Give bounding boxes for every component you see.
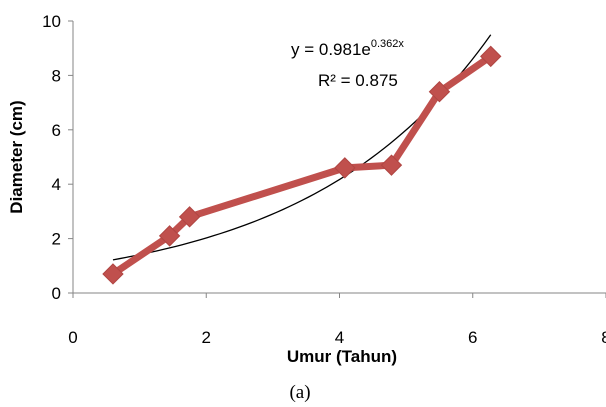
data-point-marker bbox=[178, 206, 201, 228]
trendline-equation-base: y = 0.981e bbox=[291, 40, 371, 59]
x-tick-label: 6 bbox=[468, 328, 477, 347]
trendline-equation: y = 0.981e0.362x bbox=[291, 38, 404, 59]
data-point-marker bbox=[380, 154, 403, 176]
data-series bbox=[102, 45, 502, 285]
figure-caption: (a) bbox=[289, 382, 310, 403]
data-point-marker bbox=[428, 81, 451, 103]
trendline-equation-exponent: 0.362x bbox=[371, 38, 405, 50]
x-tick-label: 2 bbox=[202, 328, 211, 347]
axes bbox=[72, 21, 606, 294]
x-tick-label: 0 bbox=[68, 328, 77, 347]
x-tick-label: 4 bbox=[335, 328, 344, 347]
y-tick-label: 8 bbox=[52, 66, 61, 85]
x-axis-title: Umur (Tahun) bbox=[287, 347, 397, 366]
y-tick-label: 4 bbox=[52, 175, 61, 194]
y-axis-title: Diameter (cm) bbox=[7, 100, 26, 213]
data-point-marker bbox=[158, 225, 181, 247]
data-point-marker bbox=[480, 45, 502, 68]
y-tick-label: 6 bbox=[52, 121, 61, 140]
data-point-marker bbox=[102, 263, 124, 285]
y-tick-label: 0 bbox=[52, 284, 61, 303]
y-axis-ticks: 0 2 4 6 8 10 bbox=[42, 12, 73, 303]
y-tick-label: 2 bbox=[52, 230, 61, 249]
x-tick-label: 8 bbox=[601, 328, 606, 347]
trendline-r-squared: R² = 0.875 bbox=[318, 71, 398, 90]
x-axis-ticks: 0 2 4 6 8 bbox=[68, 293, 606, 347]
y-tick-label: 10 bbox=[42, 12, 61, 31]
data-point-marker bbox=[334, 157, 356, 179]
